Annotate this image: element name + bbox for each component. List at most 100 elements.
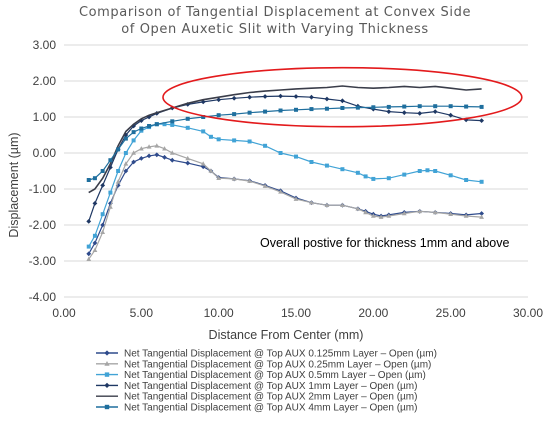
data-point	[162, 154, 167, 160]
data-point	[100, 169, 105, 173]
data-point	[432, 209, 438, 215]
x-tick-label: 20.00	[358, 306, 388, 320]
tick-labels: 3.00 2.00 1.00 0.00 -1.00 -2.00 -3.00 -4.00 0.00…	[29, 38, 544, 320]
data-point	[363, 174, 368, 179]
series-4	[88, 85, 482, 194]
data-point	[448, 112, 454, 118]
data-point	[131, 159, 136, 165]
data-point	[355, 206, 361, 211]
data-point	[293, 196, 299, 201]
y-tick-label: 1.00	[33, 110, 57, 124]
legend-item-3: Net Tangential Displacement @ Top AUX 1m…	[96, 381, 417, 392]
legend-marker	[104, 372, 110, 377]
data-point	[278, 108, 283, 113]
data-point	[371, 105, 376, 110]
data-point	[293, 94, 299, 99]
data-point	[278, 189, 283, 194]
data-point	[479, 179, 484, 184]
data-point	[201, 115, 206, 119]
data-point	[479, 211, 484, 216]
highlight-ellipse	[162, 66, 523, 128]
data-point	[200, 161, 206, 166]
y-tick-label: 2.00	[33, 74, 57, 88]
data-point	[170, 122, 175, 127]
data-point	[417, 111, 423, 116]
legend-label: Net Tangential Displacement @ Top AUX 0.…	[124, 370, 426, 381]
x-tick-label: 5.00	[130, 306, 154, 320]
x-tick-label: 25.00	[436, 306, 466, 320]
data-point	[108, 165, 113, 170]
data-point	[92, 201, 98, 206]
data-point	[100, 222, 106, 228]
data-point	[309, 107, 314, 112]
data-point	[324, 163, 329, 168]
data-point	[131, 123, 136, 129]
legend-label: Net Tangential Displacement @ Top AUX 2m…	[124, 392, 417, 403]
data-point	[463, 213, 469, 218]
data-point	[201, 129, 206, 134]
data-point	[185, 125, 190, 130]
data-point	[417, 208, 423, 214]
data-point	[154, 122, 159, 127]
x-tick-label: 30.00	[513, 306, 543, 320]
x-tick-label: 0.00	[52, 306, 76, 320]
y-tick-label: 3.00	[33, 38, 57, 52]
data-point	[123, 136, 128, 141]
chart-title-line-1: Comparison of Tangential Displacement at…	[78, 5, 472, 20]
series-group	[86, 85, 484, 261]
chart-title-line-2: of Open Auxetic Slit with Varying Thickn…	[121, 22, 429, 37]
data-point	[386, 104, 391, 109]
y-tick-label: 0.00	[33, 146, 57, 160]
data-point	[108, 190, 113, 195]
data-point	[147, 124, 152, 128]
data-point	[340, 106, 345, 110]
data-point	[185, 155, 191, 161]
data-point	[231, 176, 237, 181]
data-point	[448, 173, 453, 178]
legend-label: Net Tangential Displacement @ Top AUX 4m…	[124, 403, 417, 414]
y-tick-label: -3.00	[29, 254, 57, 268]
data-point	[464, 104, 469, 109]
y-tick-label: -2.00	[29, 218, 57, 232]
data-point	[216, 97, 222, 103]
data-point	[170, 119, 175, 124]
series-5	[86, 104, 484, 182]
legend-marker	[104, 350, 110, 356]
data-point	[92, 176, 97, 181]
data-point	[278, 93, 283, 99]
data-point	[146, 144, 152, 149]
data-point	[417, 169, 422, 173]
data-point	[294, 107, 298, 112]
data-point	[425, 168, 430, 173]
data-point	[185, 160, 191, 166]
data-point	[86, 251, 92, 257]
legend-marker	[104, 361, 110, 366]
data-point	[401, 210, 407, 216]
data-point	[208, 134, 213, 139]
data-point	[216, 113, 221, 118]
data-point	[309, 200, 314, 205]
series-3	[86, 93, 484, 224]
series-line	[88, 123, 482, 247]
data-point	[208, 168, 214, 173]
data-point	[402, 172, 407, 177]
legend-item-1: Net Tangential Displacement @ Top AUX 0.…	[96, 359, 431, 370]
y-tick-label: -4.00	[29, 290, 57, 304]
data-point	[479, 104, 484, 109]
data-point	[363, 209, 368, 215]
data-point	[324, 96, 330, 102]
data-point	[216, 175, 222, 180]
data-point	[138, 156, 144, 161]
data-point	[131, 138, 136, 143]
data-point	[185, 102, 191, 107]
data-point	[123, 168, 129, 174]
x-tick-label: 15.00	[281, 306, 311, 320]
data-point	[232, 112, 237, 117]
data-point	[116, 169, 121, 173]
data-point	[185, 116, 190, 121]
data-point	[370, 213, 376, 218]
data-point	[92, 247, 98, 252]
data-point	[123, 151, 128, 155]
